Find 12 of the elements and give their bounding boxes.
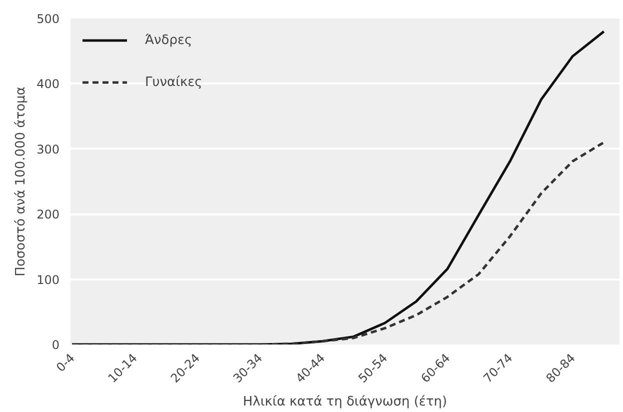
y-axis-title: Ποσοστό ανά 100.000 άτομα: [14, 86, 29, 276]
x-tick-label: 0-4: [54, 350, 78, 375]
legend-label: Άνδρες: [145, 32, 192, 48]
legend-label: Γυναίκες: [145, 74, 202, 90]
y-tick-label: 0: [52, 338, 60, 352]
x-axis-title: Ηλικία κατά τη διάγνωση (έτη): [242, 394, 448, 410]
y-tick-label: 500: [36, 12, 60, 26]
y-tick-label: 400: [36, 77, 60, 92]
y-tick-label: 300: [36, 142, 60, 156]
line-series: [70, 141, 606, 344]
y-tick-label: 200: [36, 208, 60, 222]
y-tick-label: 100: [36, 272, 60, 287]
